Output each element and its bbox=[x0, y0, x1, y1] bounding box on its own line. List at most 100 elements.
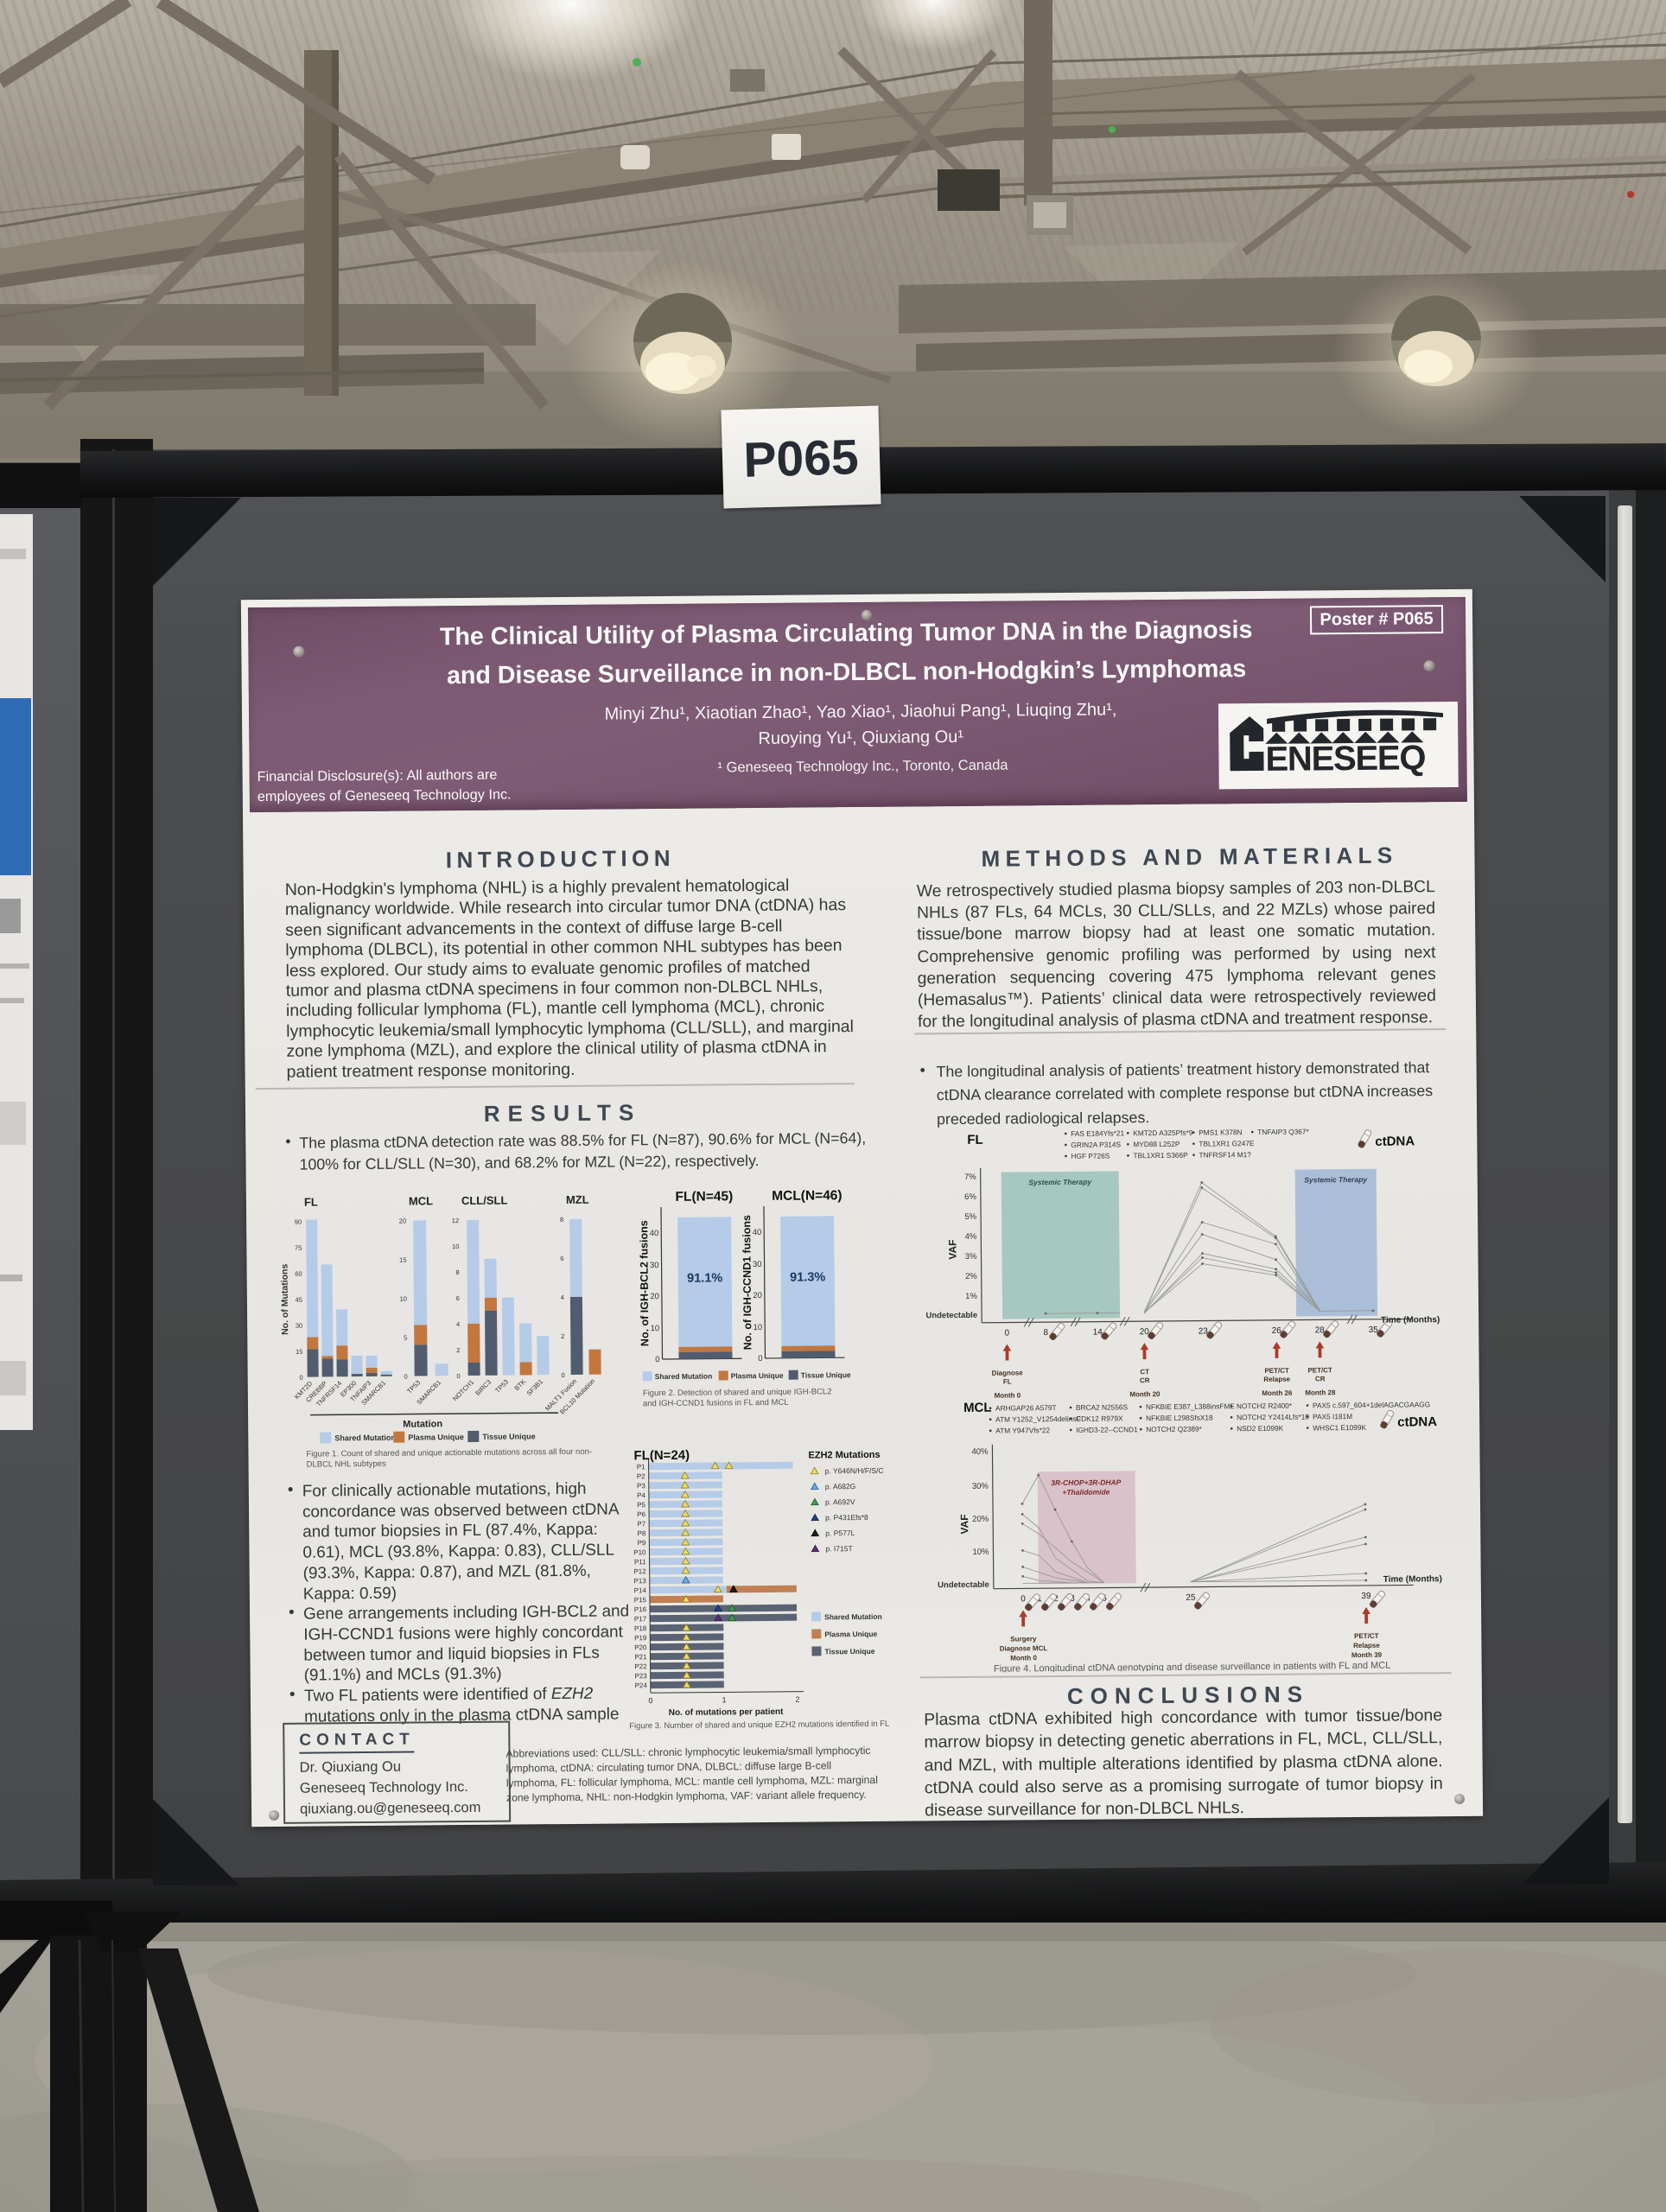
svg-text:25: 25 bbox=[1186, 1593, 1196, 1603]
svg-text:BRCA2 N2556S: BRCA2 N2556S bbox=[1076, 1402, 1129, 1412]
svg-text:10%: 10% bbox=[972, 1548, 989, 1557]
svg-text:Plasma Unique: Plasma Unique bbox=[731, 1371, 784, 1381]
svg-text:NOTCH2 Y2414Lfs*10: NOTCH2 Y2414Lfs*10 bbox=[1237, 1412, 1309, 1421]
svg-text:FL: FL bbox=[967, 1133, 982, 1147]
svg-text:p. A692V: p. A692V bbox=[825, 1497, 855, 1506]
svg-text:Tissue Unique: Tissue Unique bbox=[824, 1647, 874, 1656]
svg-text:P6: P6 bbox=[637, 1510, 645, 1518]
svg-text:4: 4 bbox=[456, 1320, 460, 1328]
svg-text:No. of Mutations: No. of Mutations bbox=[280, 1264, 291, 1335]
svg-text:0: 0 bbox=[456, 1372, 460, 1380]
svg-text:23: 23 bbox=[1199, 1327, 1209, 1337]
svg-text:2: 2 bbox=[795, 1695, 799, 1704]
svg-text:Figure 3. Number of shared and: Figure 3. Number of shared and unique EZ… bbox=[629, 1719, 889, 1732]
svg-text:Systemic Therapy: Systemic Therapy bbox=[1028, 1178, 1092, 1187]
svg-text:CLL/SLL: CLL/SLL bbox=[461, 1194, 508, 1207]
svg-text:0: 0 bbox=[299, 1374, 302, 1382]
svg-text:CDK12 R979X: CDK12 R979X bbox=[1076, 1414, 1123, 1422]
svg-text:40: 40 bbox=[753, 1228, 762, 1237]
svg-text:P23: P23 bbox=[634, 1672, 647, 1680]
svg-text:Surgery: Surgery bbox=[1010, 1635, 1037, 1643]
svg-text:NSD2 E1099K: NSD2 E1099K bbox=[1237, 1424, 1284, 1433]
svg-text:Shared Mutation: Shared Mutation bbox=[824, 1612, 882, 1622]
svg-text:Diagnose: Diagnose bbox=[992, 1369, 1024, 1376]
svg-text:4%: 4% bbox=[965, 1232, 977, 1242]
svg-text:p. P577L: p. P577L bbox=[825, 1529, 855, 1537]
svg-text:ATM Y947Vfs*22: ATM Y947Vfs*22 bbox=[995, 1426, 1050, 1435]
svg-text:FL(N=45): FL(N=45) bbox=[675, 1189, 733, 1205]
svg-text:P24: P24 bbox=[635, 1681, 648, 1689]
svg-text:20%: 20% bbox=[972, 1515, 989, 1524]
svg-text:10: 10 bbox=[400, 1295, 407, 1303]
svg-text:8: 8 bbox=[455, 1268, 459, 1276]
svg-text:30: 30 bbox=[650, 1261, 659, 1270]
svg-text:CR: CR bbox=[1140, 1376, 1150, 1384]
svg-text:Tissue Unique: Tissue Unique bbox=[801, 1370, 851, 1380]
svg-text:HGF P726S: HGF P726S bbox=[1071, 1151, 1110, 1160]
svg-text:Relapse: Relapse bbox=[1263, 1376, 1290, 1383]
svg-text:and IGH-CCND1 fusions in FL an: and IGH-CCND1 fusions in FL and MCL bbox=[643, 1398, 789, 1408]
svg-text:30: 30 bbox=[753, 1260, 762, 1269]
svg-text:P14: P14 bbox=[634, 1586, 647, 1594]
svg-text:0: 0 bbox=[758, 1354, 762, 1363]
svg-text:FL: FL bbox=[304, 1195, 318, 1208]
svg-text:BIRC3: BIRC3 bbox=[474, 1378, 493, 1397]
svg-text:p. I715T: p. I715T bbox=[825, 1544, 852, 1553]
svg-text:0: 0 bbox=[648, 1696, 652, 1705]
svg-text:P3: P3 bbox=[637, 1482, 645, 1490]
svg-text:VAF: VAF bbox=[958, 1514, 970, 1534]
svg-text:NOTCH1: NOTCH1 bbox=[451, 1378, 475, 1402]
svg-text:NOTCH2 Q2389*: NOTCH2 Q2389* bbox=[1146, 1425, 1202, 1434]
svg-text:6: 6 bbox=[456, 1294, 460, 1302]
svg-text:30: 30 bbox=[296, 1322, 302, 1330]
svg-text:PAX5 I181M: PAX5 I181M bbox=[1313, 1412, 1352, 1421]
svg-text:TP53: TP53 bbox=[405, 1379, 422, 1395]
svg-text:ENESEEQ: ENESEEQ bbox=[1265, 739, 1426, 779]
svg-text:P19: P19 bbox=[634, 1634, 647, 1642]
svg-text:12: 12 bbox=[452, 1217, 459, 1224]
svg-text:15: 15 bbox=[296, 1348, 302, 1356]
svg-text:P4: P4 bbox=[637, 1491, 645, 1499]
svg-text:8: 8 bbox=[560, 1216, 563, 1224]
svg-text:7%: 7% bbox=[964, 1173, 976, 1182]
svg-text:NFKBIE L298SfsX18: NFKBIE L298SfsX18 bbox=[1146, 1413, 1213, 1422]
svg-text:40%: 40% bbox=[971, 1447, 989, 1457]
svg-text:P12: P12 bbox=[633, 1567, 646, 1575]
svg-text:P22: P22 bbox=[634, 1662, 647, 1670]
svg-text:IGHD3-22--CCND1: IGHD3-22--CCND1 bbox=[1076, 1425, 1138, 1434]
svg-text:26: 26 bbox=[1272, 1326, 1282, 1336]
svg-text:Month 0: Month 0 bbox=[995, 1391, 1021, 1399]
svg-text:Shared Mutation: Shared Mutation bbox=[334, 1433, 396, 1443]
svg-text:Figure 4. Longitudinal ctDNA g: Figure 4. Longitudinal ctDNA genotyping … bbox=[994, 1661, 1391, 1674]
svg-text:FL(N=24): FL(N=24) bbox=[633, 1448, 690, 1464]
svg-text:TBL1XR1 G247E: TBL1XR1 G247E bbox=[1199, 1139, 1255, 1148]
svg-text:20: 20 bbox=[399, 1217, 406, 1225]
svg-text:Month 26: Month 26 bbox=[1262, 1389, 1293, 1397]
svg-text:P15: P15 bbox=[634, 1596, 647, 1604]
svg-text:WHSC1 E1099K: WHSC1 E1099K bbox=[1313, 1423, 1366, 1433]
svg-text:8: 8 bbox=[1043, 1328, 1048, 1338]
svg-text:1%: 1% bbox=[965, 1292, 977, 1301]
svg-text:TBL1XR1 S366P: TBL1XR1 S366P bbox=[1133, 1151, 1188, 1160]
svg-text:14: 14 bbox=[1093, 1328, 1103, 1338]
svg-text:20: 20 bbox=[753, 1291, 762, 1300]
svg-text:MZL: MZL bbox=[566, 1193, 589, 1206]
svg-text:P7: P7 bbox=[637, 1520, 645, 1528]
svg-text:No. of IGH-BCL2 fusions: No. of IGH-BCL2 fusions bbox=[638, 1220, 651, 1346]
svg-text:FL: FL bbox=[1003, 1377, 1012, 1385]
svg-text:ATM Y1252_V1254delinsF: ATM Y1252_V1254delinsF bbox=[995, 1414, 1080, 1424]
svg-text:PMS1 K378N: PMS1 K378N bbox=[1199, 1128, 1242, 1136]
svg-text:28: 28 bbox=[1315, 1325, 1326, 1335]
svg-text:Figure 1. Count of shared and: Figure 1. Count of shared and unique act… bbox=[306, 1447, 592, 1459]
svg-text:P1: P1 bbox=[637, 1463, 645, 1471]
svg-text:NOTCH2 R2400*: NOTCH2 R2400* bbox=[1237, 1402, 1293, 1411]
svg-text:EZH2 Mutations: EZH2 Mutations bbox=[808, 1450, 880, 1461]
svg-text:39: 39 bbox=[1361, 1592, 1371, 1601]
svg-text:10: 10 bbox=[754, 1323, 763, 1332]
svg-text:1: 1 bbox=[722, 1695, 726, 1704]
svg-text:p. Y646N/H/F/S/C: p. Y646N/H/F/S/C bbox=[825, 1466, 884, 1476]
svg-text:5%: 5% bbox=[964, 1212, 976, 1222]
svg-text:20: 20 bbox=[650, 1292, 659, 1301]
svg-text:5: 5 bbox=[404, 1334, 407, 1342]
svg-text:Shared Mutation: Shared Mutation bbox=[655, 1372, 713, 1382]
